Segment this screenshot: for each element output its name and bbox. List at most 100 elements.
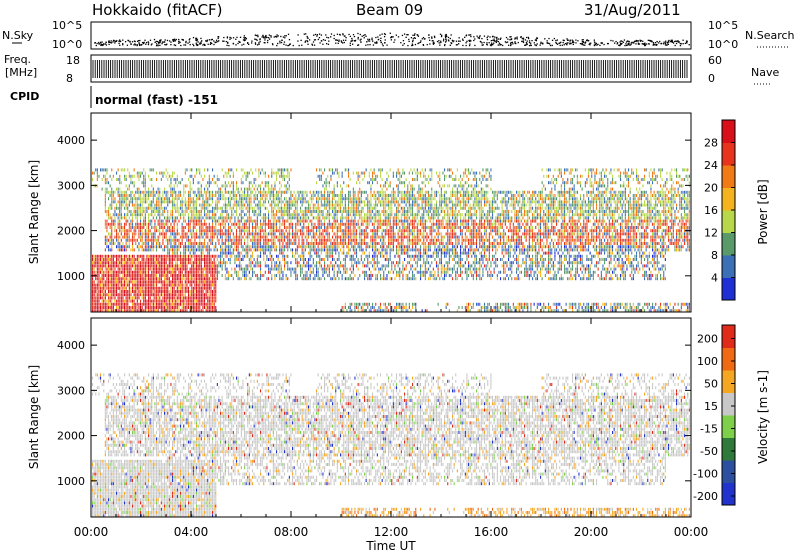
- power-cell: [159, 194, 160, 197]
- power-cell: [100, 306, 101, 309]
- nsky-point: [366, 41, 367, 42]
- power-cell: [146, 290, 147, 293]
- power-cell: [191, 175, 192, 178]
- power-cell: [220, 216, 221, 219]
- beam-title: Beam 09: [356, 1, 423, 19]
- power-cell: [110, 232, 111, 235]
- power-cell: [198, 188, 199, 191]
- power-cell: [286, 188, 287, 191]
- power-cell: [103, 258, 104, 261]
- power-cell: [287, 232, 288, 235]
- power-cell: [226, 172, 227, 175]
- power-cell: [191, 303, 192, 306]
- power-cell: [239, 226, 240, 229]
- power-panel: 1000200030004000 Slant Range [km]: [27, 113, 691, 312]
- nsky-point: [431, 38, 432, 39]
- power-cell: [178, 239, 179, 242]
- power-cell: [284, 207, 285, 210]
- nsky-point: [451, 43, 452, 44]
- power-cell: [118, 239, 119, 242]
- power-cell: [273, 268, 274, 271]
- power-cell: [164, 191, 165, 194]
- power-cell: [135, 226, 136, 229]
- nsky-point: [577, 40, 578, 41]
- power-cell: [281, 216, 282, 219]
- power-cell: [260, 255, 261, 258]
- power-cell: [127, 207, 128, 210]
- power-cell: [172, 261, 173, 264]
- power-cell: [236, 232, 237, 235]
- nsky-point: [417, 34, 418, 35]
- power-cell: [150, 248, 151, 251]
- power-cell: [185, 204, 186, 207]
- power-cell: [151, 287, 152, 290]
- power-cell: [143, 290, 144, 293]
- power-cell: [199, 204, 200, 207]
- power-cell: [126, 178, 127, 181]
- nsky-point: [322, 44, 323, 45]
- power-cell: [186, 245, 187, 248]
- power-cell: [201, 277, 202, 280]
- power-cell: [118, 261, 119, 264]
- power-cell: [242, 258, 243, 261]
- power-cell: [140, 213, 141, 216]
- power-cell: [295, 277, 296, 280]
- power-cell: [172, 248, 173, 251]
- power-cell: [310, 210, 311, 213]
- power-cell: [178, 210, 179, 213]
- power-cell: [111, 287, 112, 290]
- power-cell: [186, 200, 187, 203]
- power-cell: [177, 197, 178, 200]
- power-cell: [222, 274, 223, 277]
- nsky-point: [316, 35, 317, 36]
- nsky-point: [580, 43, 581, 44]
- power-cell: [137, 245, 138, 248]
- power-cell: [119, 188, 120, 191]
- power-cell: [166, 300, 167, 303]
- power-cell: [148, 245, 149, 248]
- power-cell: [198, 264, 199, 267]
- power-cell: [290, 213, 291, 216]
- nsky-point: [680, 45, 681, 46]
- power-cell: [180, 264, 181, 267]
- power-cell: [303, 245, 304, 248]
- power-cell: [177, 284, 178, 287]
- nsky-point: [394, 39, 395, 40]
- power-cell: [113, 200, 114, 203]
- power-cell: [175, 216, 176, 219]
- power-cell: [148, 258, 149, 261]
- power-cell: [151, 258, 152, 261]
- power-cell: [270, 239, 271, 242]
- power-cell: [274, 242, 275, 245]
- power-cell: [170, 290, 171, 293]
- nsky-point: [100, 45, 101, 46]
- power-cell: [122, 168, 123, 171]
- nsky-point: [281, 42, 282, 43]
- power-cell: [308, 258, 309, 261]
- power-cell: [185, 268, 186, 271]
- power-cell: [150, 306, 151, 309]
- power-cell: [257, 194, 258, 197]
- power-cell: [265, 232, 266, 235]
- power-cell: [198, 197, 199, 200]
- power-cell: [114, 216, 115, 219]
- power-cell: [266, 184, 267, 187]
- power-cell: [161, 280, 162, 283]
- power-cell: [105, 242, 106, 245]
- power-cell: [148, 213, 149, 216]
- power-cell: [236, 184, 237, 187]
- power-cell: [167, 245, 168, 248]
- power-cell: [295, 271, 296, 274]
- power-cell: [201, 296, 202, 299]
- power-cell: [94, 280, 95, 283]
- power-cell: [169, 268, 170, 271]
- power-cell: [236, 188, 237, 191]
- power-cell: [217, 184, 218, 187]
- power-cell: [310, 242, 311, 245]
- power-cell: [162, 236, 163, 239]
- nsky-point: [267, 40, 268, 41]
- power-cell: [214, 296, 215, 299]
- power-cell: [198, 213, 199, 216]
- power-cell: [300, 245, 301, 248]
- power-cell: [94, 258, 95, 261]
